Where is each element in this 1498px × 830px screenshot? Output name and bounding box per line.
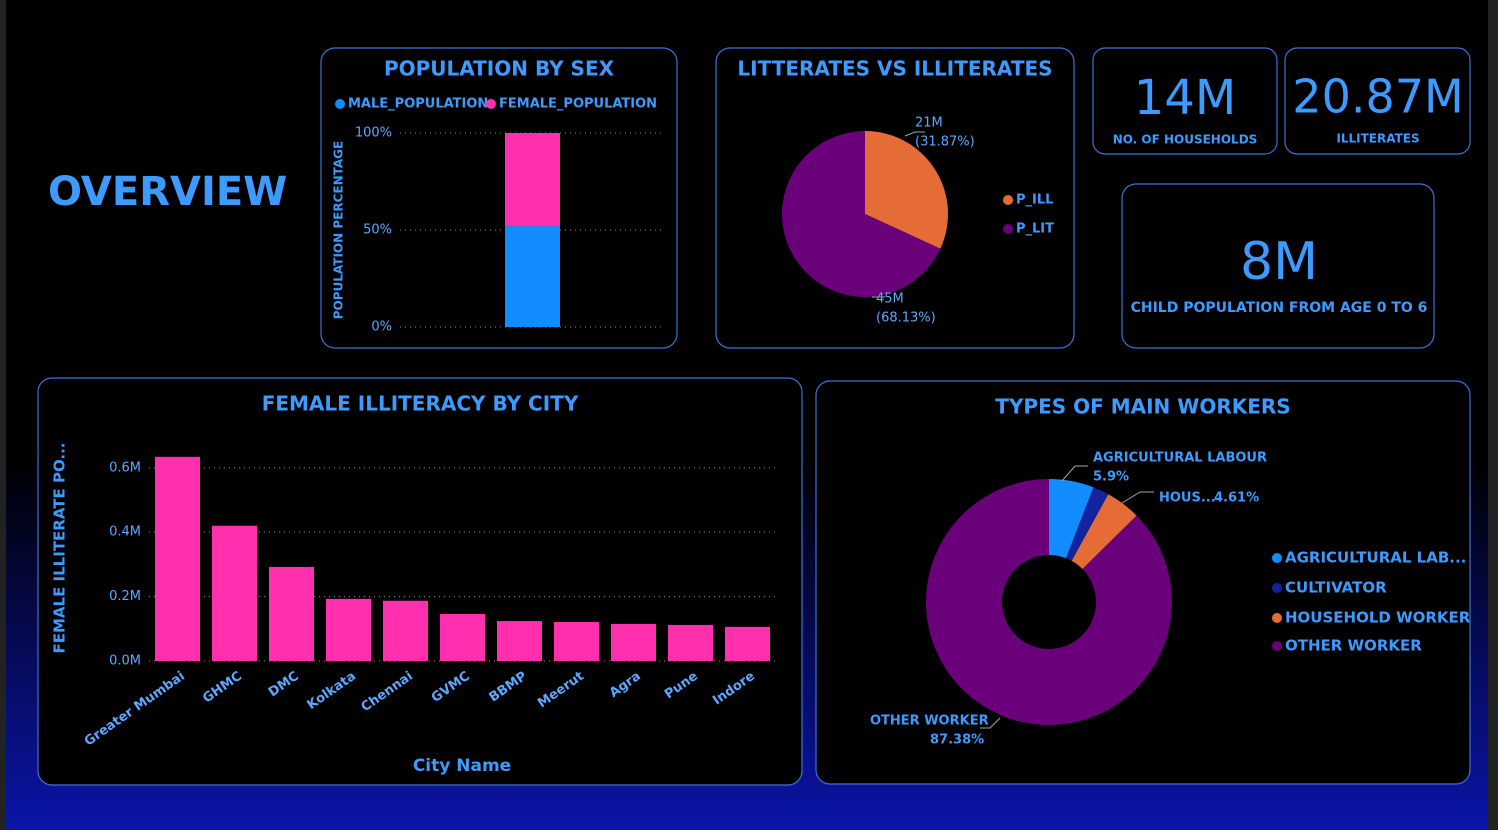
slice — [926, 479, 1172, 725]
bar — [554, 622, 599, 661]
right-edge — [1488, 0, 1498, 830]
slice-label: HOUS... — [1159, 491, 1216, 506]
bar — [440, 613, 485, 661]
bar — [155, 456, 200, 661]
card — [1121, 183, 1435, 349]
slice-label: OTHER WORKER — [870, 714, 989, 729]
bar — [725, 626, 770, 661]
data-label: (68.13%) — [876, 311, 936, 326]
y-tick-label: 100% — [355, 126, 392, 141]
data-label: (31.87%) — [915, 135, 975, 150]
legend-label: CULTIVATOR — [1285, 579, 1387, 597]
card-label: NO. OF HOUSEHOLDS — [1113, 133, 1258, 147]
legend-label: MALE_POPULATION — [348, 97, 488, 112]
y-tick-label: 50% — [363, 223, 392, 238]
leader-line — [904, 131, 925, 137]
leader-line — [980, 717, 1001, 729]
bar — [326, 598, 371, 661]
page-title: OVERVIEW — [48, 169, 287, 215]
y-tick-label: 0.2M — [109, 589, 141, 604]
chart-title: FEMALE ILLITERACY BY CITY — [262, 392, 579, 416]
legend-marker — [1272, 613, 1282, 623]
chart-title: LITTERATES VS ILLITERATES — [737, 57, 1052, 81]
left-edge — [0, 0, 6, 830]
leader-line — [1061, 465, 1088, 482]
legend-label: OTHER WORKER — [1285, 637, 1422, 655]
slice — [865, 131, 948, 249]
data-label: 4.61% — [1214, 491, 1259, 506]
panel — [320, 47, 678, 349]
bar — [611, 623, 656, 661]
bar — [383, 600, 428, 661]
bar-segment — [505, 133, 560, 227]
legend-label: FEMALE_POPULATION — [499, 97, 657, 112]
y-tick-label: 0% — [371, 320, 392, 335]
data-label: 87.38% — [930, 733, 984, 748]
y-axis-label: FEMALE ILLITERATE PO... — [51, 442, 69, 653]
legend-marker — [1272, 641, 1282, 651]
legend-marker — [335, 99, 345, 109]
data-label: 21M — [915, 116, 943, 131]
legend-label: P_ILL — [1016, 193, 1053, 208]
bar-segment — [505, 226, 560, 327]
data-label: 45M — [876, 292, 904, 307]
card-value: 14M — [1134, 70, 1237, 126]
slice — [1071, 494, 1137, 570]
chart-title: TYPES OF MAIN WORKERS — [995, 395, 1290, 419]
card — [1092, 47, 1278, 155]
x-axis-label: City Name — [413, 756, 511, 776]
bar — [497, 621, 542, 661]
bar — [668, 624, 713, 661]
legend-marker — [1272, 583, 1282, 593]
card-value: 8M — [1240, 232, 1318, 292]
legend-marker — [1003, 224, 1013, 234]
bar — [269, 566, 314, 661]
slice — [1049, 479, 1094, 559]
y-axis-label: POPULATION PERCENTAGE — [332, 141, 346, 319]
panel — [37, 377, 803, 786]
legend-marker — [1003, 195, 1013, 205]
slice — [782, 131, 941, 297]
legend-marker — [1272, 553, 1282, 563]
legend-label: HOUSEHOLD WORKER — [1285, 609, 1471, 627]
bar — [212, 525, 257, 661]
card — [1284, 47, 1471, 155]
legend-marker — [486, 99, 496, 109]
legend-label: AGRICULTURAL LAB... — [1285, 549, 1466, 567]
card-value: 20.87M — [1292, 70, 1463, 124]
y-tick-label: 0.0M — [109, 654, 141, 669]
y-tick-label: 0.4M — [109, 525, 141, 540]
slice — [1066, 487, 1109, 561]
legend-label: P_LIT — [1016, 222, 1054, 237]
slice-label: AGRICULTURAL LABOUR — [1093, 451, 1267, 466]
y-tick-label: 0.6M — [109, 460, 141, 475]
chart-title: POPULATION BY SEX — [384, 57, 615, 81]
leader-line — [1121, 491, 1154, 504]
card-label: ILLITERATES — [1336, 132, 1419, 146]
card-label: CHILD POPULATION FROM AGE 0 TO 6 — [1131, 300, 1428, 316]
data-label: 5.9% — [1093, 470, 1129, 485]
